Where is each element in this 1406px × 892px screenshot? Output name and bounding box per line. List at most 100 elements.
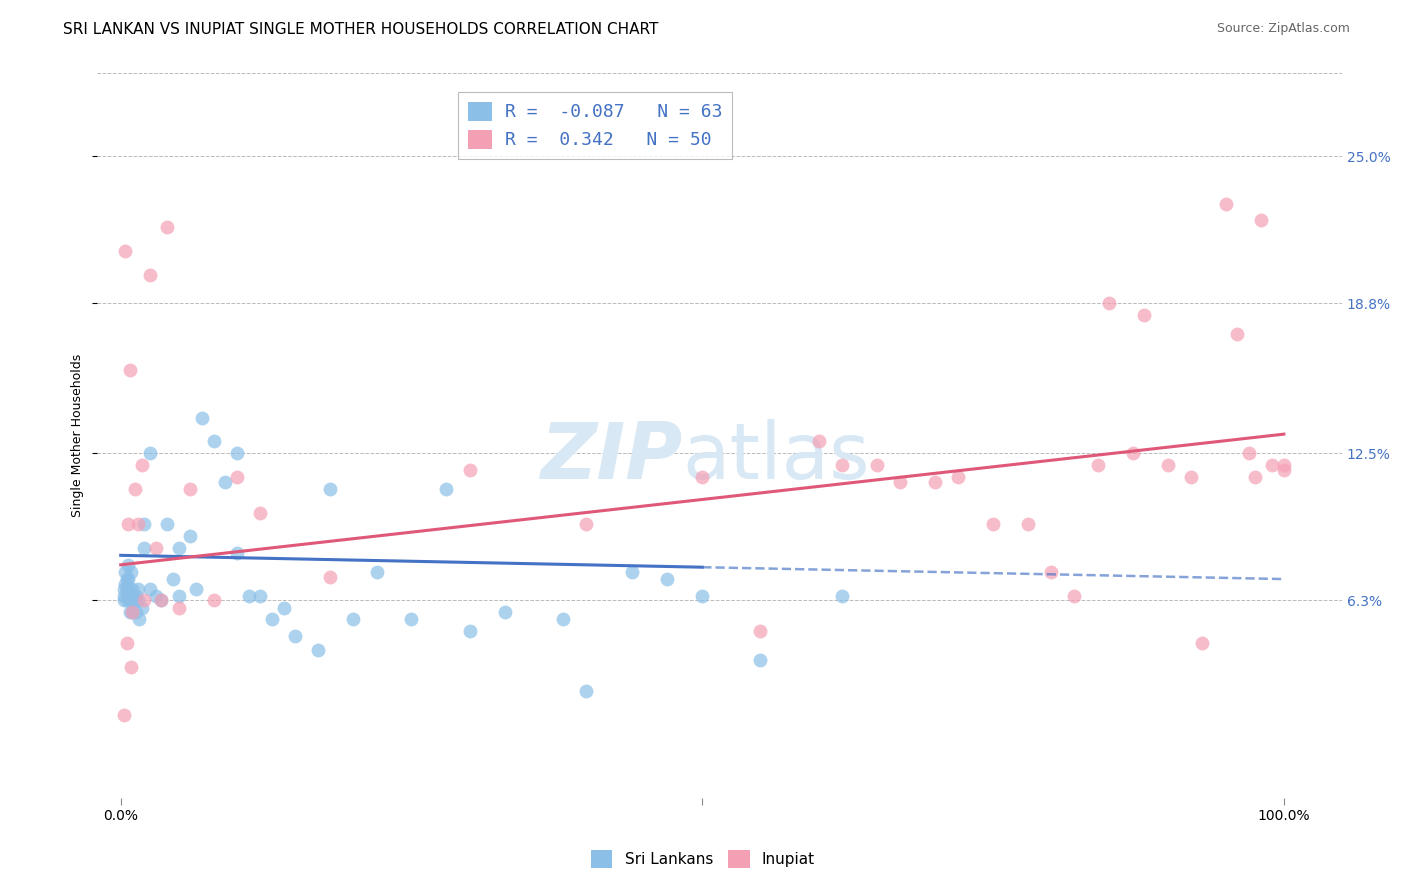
Point [179,529,201,543]
Point [749,653,772,667]
Point [831,589,853,603]
Point [1063,589,1085,603]
Point [494,605,516,619]
Text: atlas: atlas [682,419,870,495]
Point [145,541,167,556]
Point [186,582,208,596]
Point [117,558,139,572]
Point [125,589,148,603]
Point [575,683,598,698]
Point [238,589,260,603]
Point [139,268,162,282]
Point [156,517,179,532]
Point [621,565,644,579]
Point [131,600,153,615]
Point [118,582,141,596]
Point [115,593,138,607]
Point [150,593,173,607]
Point [114,565,136,579]
Point [121,605,143,619]
Point [121,582,143,596]
Point [1156,458,1178,472]
Point [150,593,173,607]
Point [139,446,162,460]
Point [226,546,249,560]
Point [273,600,295,615]
Point [128,612,150,626]
Point [307,643,329,657]
Point [124,482,146,496]
Point [191,410,214,425]
Point [124,593,146,607]
Point [284,629,307,643]
Point [1087,458,1109,472]
Point [981,517,1004,532]
Point [112,707,135,722]
Point [924,475,946,489]
Point [690,470,713,484]
Point [112,593,135,607]
Point [946,470,969,484]
Point [366,565,388,579]
Point [434,482,457,496]
Point [118,593,141,607]
Point [1215,196,1237,211]
Point [120,660,142,674]
Point [1226,327,1249,342]
Point [131,458,153,472]
Legend: R =  -0.087   N = 63, R =  0.342   N = 50: R = -0.087 N = 63, R = 0.342 N = 50 [458,92,733,159]
Point [458,463,481,477]
Point [1133,309,1156,323]
Point [118,363,141,377]
Point [866,458,889,472]
Point [1191,636,1213,650]
Y-axis label: Single Mother Households: Single Mother Households [72,354,84,517]
Point [132,541,155,556]
Point [1180,470,1202,484]
Point [117,572,139,586]
Point [145,589,167,603]
Point [202,593,225,607]
Point [120,593,142,607]
Point [121,589,143,603]
Point [118,589,141,603]
Point [807,434,830,449]
Point [114,577,136,591]
Point [115,582,138,596]
Point [1237,446,1260,460]
Point [167,541,190,556]
Point [162,572,184,586]
Point [112,582,135,596]
Text: ZIP: ZIP [540,419,682,495]
Point [249,589,271,603]
Point [575,517,598,532]
Point [139,582,162,596]
Point [226,470,249,484]
Point [127,582,149,596]
Point [121,605,143,619]
Point [657,572,679,586]
Point [179,482,201,496]
Point [551,612,574,626]
Point [749,624,772,639]
Point [401,612,423,626]
Point [167,600,190,615]
Point [1243,470,1265,484]
Point [342,612,364,626]
Point [1272,458,1295,472]
Point [1098,296,1121,310]
Point [1122,446,1144,460]
Point [127,517,149,532]
Point [214,475,236,489]
Point [690,589,713,603]
Point [132,517,155,532]
Point [260,612,283,626]
Point [1040,565,1063,579]
Point [117,517,139,532]
Point [831,458,853,472]
Point [120,565,142,579]
Point [1272,463,1295,477]
Point [458,624,481,639]
Point [115,636,138,650]
Point [226,446,249,460]
